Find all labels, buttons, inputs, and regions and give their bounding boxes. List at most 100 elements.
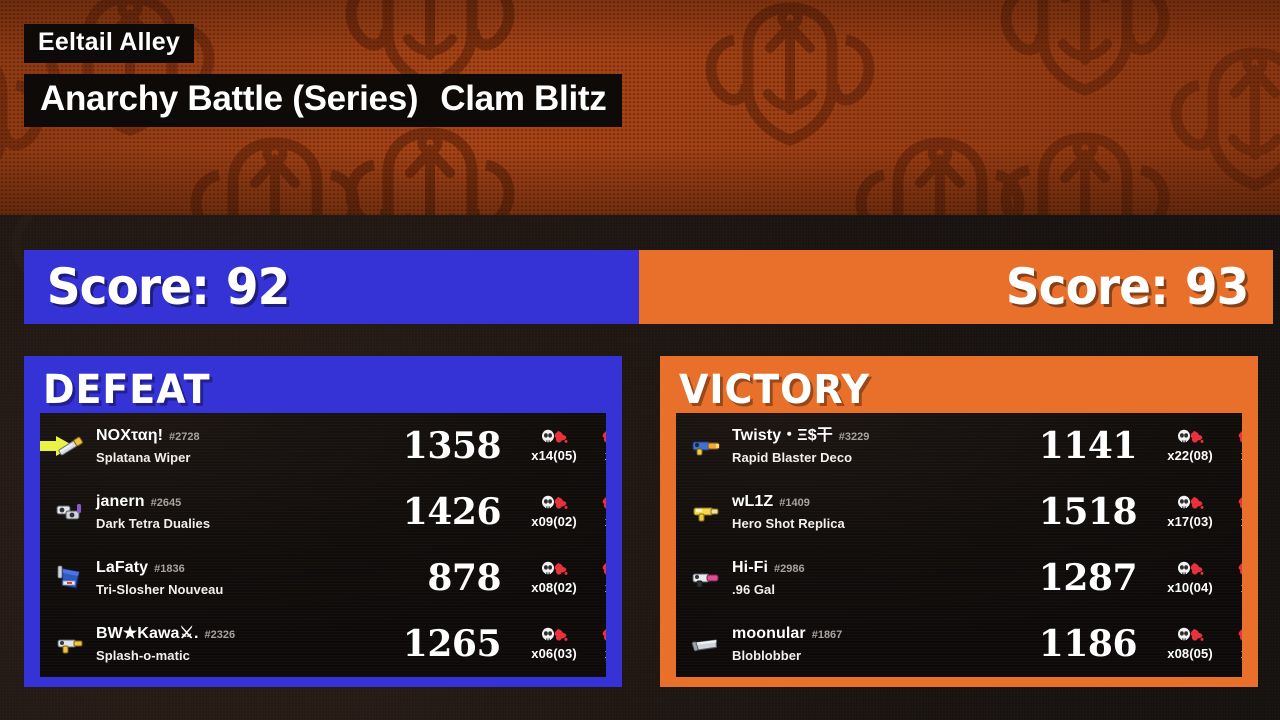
player-points: 878 [427,557,501,599]
player-name: LaFaty [96,558,149,576]
player-name: Twisty・Ξ$干 [732,426,833,444]
splatted-skull-icon [585,559,606,579]
player-stats: x06(03)x08x04 [523,625,606,663]
player-tag: #2645 [150,496,182,509]
player-weapon-name: Dark Tetra Dualies [96,515,211,531]
player-row[interactable]: wL1Z #1409 Hero Shot Replica 1518 x17(03) x06… [676,479,1242,545]
stat-kills: x06(03) [523,625,585,663]
deaths-value: x12 [605,448,606,463]
stat-kills: x10(04) [1159,559,1221,597]
score-label-bravo: Score: [1005,258,1169,316]
deaths-value: x09 [1241,646,1242,661]
team-panel-alpha: DEFEAT NOXταη! #2728 Splatana Wiper 1358 x14… [24,356,622,687]
player-name: moonular [732,624,806,642]
splatana-wiper-icon [54,431,88,461]
player-stats: x08(05)x09x02 [1159,625,1242,663]
score-value-alpha: 92 [225,258,290,316]
player-info: janern #2645 Dark Tetra Dualies [96,493,351,531]
player-weapon-name: Tri-Slosher Nouveau [96,581,224,597]
bloblobber-icon [690,629,724,659]
player-name: NOXταη! [96,426,164,444]
player-weapon-name: Hero Shot Replica [732,515,845,531]
mode-rule-row: Anarchy Battle (Series) Clam Blitz [24,74,623,127]
player-row[interactable]: Twisty・Ξ$干 #3229 Rapid Blaster Deco 1141 x22… [676,413,1242,479]
stat-kills: x14(05) [523,427,585,465]
stage-name: Eeltail Alley [24,24,195,63]
deaths-value: x08 [605,514,606,529]
hero-shot-replica-icon [690,497,724,527]
player-info: BW★Kawa⚔. #2326 Splash-o-matic [96,624,351,663]
splat-skull-icon [1159,625,1221,645]
player-stats: x10(04)x05x06 [1159,559,1242,597]
stat-kills: x22(08) [1159,427,1221,465]
splatted-skull-icon [1221,493,1242,513]
player-name: BW★Kawa⚔. [96,624,199,642]
player-list-alpha: NOXταη! #2728 Splatana Wiper 1358 x14(05) x12… [40,413,606,677]
splat-skull-icon [1159,493,1221,513]
player-tag: #1867 [811,628,843,641]
player-info: NOXταη! #2728 Splatana Wiper [96,426,351,465]
kills-value: x08(05) [1167,646,1213,661]
score-value-bravo: 93 [1184,258,1249,316]
splat-skull-icon [523,493,585,513]
stat-deaths: x09 [1221,625,1242,663]
player-weapon-name: .96 Gal [732,581,775,597]
player-info: Twisty・Ξ$干 #3229 Rapid Blaster Deco [732,426,987,465]
player-tag: #2326 [204,628,236,641]
splatted-skull-icon [1221,625,1242,645]
stat-kills: x09(02) [523,493,585,531]
score-bars: Score: 92 Score: 93 [0,250,1280,324]
player-tag: #2728 [169,430,200,443]
player-points: 1141 [1038,425,1138,467]
stat-deaths: x05 [1221,427,1242,465]
stat-kills: x17(03) [1159,493,1221,531]
kills-value: x22(08) [1167,448,1213,463]
stat-kills: x08(05) [1159,625,1221,663]
deaths-value: x08 [605,646,606,661]
player-tag: #3229 [838,430,870,443]
splat-skull-icon [1159,559,1221,579]
player-points: 1358 [402,425,502,467]
tri-slosher-nouveau-icon [54,563,88,593]
player-row[interactable]: janern #2645 Dark Tetra Dualies 1426 x09(02)… [40,479,606,545]
stat-deaths: x08 [585,625,606,663]
player-tag: #1409 [779,496,810,509]
stat-kills: x08(02) [523,559,585,597]
score-label-alpha: Score: [46,258,210,316]
player-row[interactable]: BW★Kawa⚔. #2326 Splash-o-matic 1265 x06(03) x… [40,611,606,677]
team-result-bravo: VICTORY [679,367,871,413]
player-stats: x14(05)x12x02 [523,427,606,465]
player-tag: #2986 [774,562,805,575]
stat-deaths: x12 [585,427,606,465]
splatted-skull-icon [1221,559,1242,579]
splat-skull-icon [523,625,585,645]
kills-value: x17(03) [1167,514,1213,529]
player-name: Hi-Fi [732,558,769,576]
team-result-alpha: DEFEAT [43,367,211,413]
player-info: wL1Z #1409 Hero Shot Replica [732,493,987,531]
match-header: Eeltail Alley Anarchy Battle (Series) Cl… [24,24,623,127]
splat-skull-icon [1159,427,1221,447]
player-weapon-name: Splash-o-matic [96,647,190,663]
stat-deaths: x08 [585,493,606,531]
deaths-value: x09 [605,580,606,595]
splat-skull-icon [523,559,585,579]
player-stats: x17(03)x06x05 [1159,493,1242,531]
player-points: 1518 [1038,491,1138,533]
player-row[interactable]: LaFaty #1836 Tri-Slosher Nouveau 878 x08(02)… [40,545,606,611]
score-text-alpha: Score: 92 [47,262,291,312]
rapid-blaster-deco-icon [690,431,724,461]
ninety-six-gal-icon [690,563,724,593]
player-weapon-name: Bloblobber [732,647,802,663]
player-list-bravo: Twisty・Ξ$干 #3229 Rapid Blaster Deco 1141 x22… [676,413,1242,677]
player-row[interactable]: NOXταη! #2728 Splatana Wiper 1358 x14(05) x12… [40,413,606,479]
team-panel-bravo: VICTORY Twisty・Ξ$干 #3229 Rapid Blaster Dec… [660,356,1258,687]
deaths-value: x05 [1241,448,1242,463]
stat-deaths: x06 [1221,493,1242,531]
player-info: LaFaty #1836 Tri-Slosher Nouveau [96,558,351,597]
player-info: Hi-Fi #2986 .96 Gal [732,558,987,597]
kills-value: x08(02) [531,580,577,595]
